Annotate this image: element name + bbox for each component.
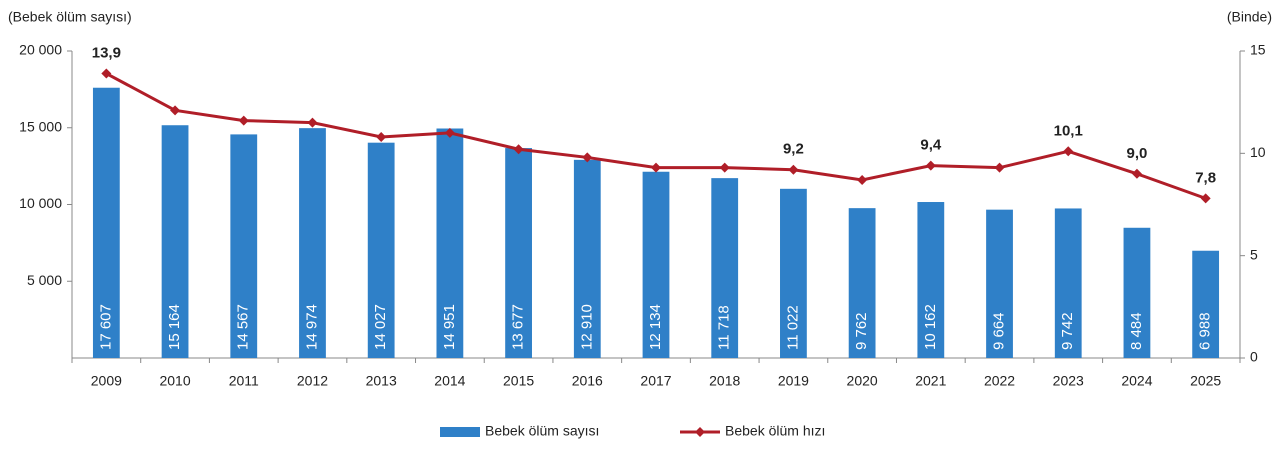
line-marker — [376, 131, 387, 142]
x-tick-label: 2009 — [91, 373, 122, 389]
bar-value-label: 9 762 — [853, 312, 870, 350]
y2-tick-label: 0 — [1250, 349, 1258, 365]
x-tick-label: 2012 — [297, 373, 328, 389]
x-tick-label: 2021 — [915, 373, 946, 389]
line-marker — [444, 127, 455, 138]
bar — [917, 202, 945, 358]
bar-value-label: 17 607 — [97, 304, 114, 350]
line-marker — [719, 162, 730, 173]
line-marker — [1063, 146, 1074, 157]
y-axis-title: (Bebek ölüm sayısı) — [8, 9, 132, 25]
bar — [230, 134, 258, 358]
line-marker — [101, 68, 112, 79]
x-tick-label: 2024 — [1121, 373, 1152, 389]
x-tick-label: 2023 — [1053, 373, 1084, 389]
bar-value-label: 14 567 — [235, 304, 252, 350]
bar — [161, 125, 189, 358]
y-tick-label: 20 000 — [19, 42, 62, 58]
bar-value-label: 11 022 — [784, 305, 801, 350]
legend-swatch-marker — [695, 427, 705, 437]
x-tick-label: 2013 — [366, 373, 397, 389]
line-value-label: 10,1 — [1054, 122, 1083, 139]
line-marker — [994, 162, 1005, 173]
bar-value-label: 12 134 — [647, 304, 664, 350]
x-tick-label: 2025 — [1190, 373, 1221, 389]
legend-label: Bebek ölüm hızı — [725, 423, 825, 439]
bar — [505, 148, 532, 358]
bar-value-label: 14 974 — [303, 304, 320, 350]
y-tick-label: 15 000 — [19, 118, 62, 134]
bar — [848, 208, 876, 358]
x-tick-label: 2010 — [159, 373, 190, 389]
bar-value-label: 11 718 — [716, 305, 733, 350]
y-tick-label: 10 000 — [19, 195, 62, 211]
line-marker — [788, 164, 799, 175]
bar-value-label: 9 664 — [990, 312, 1007, 350]
legend-label: Bebek ölüm sayısı — [485, 423, 599, 439]
line-marker — [925, 160, 936, 171]
bar-value-label: 8 484 — [1128, 312, 1145, 350]
bar-value-label: 14 027 — [372, 304, 389, 350]
line-marker — [582, 152, 593, 163]
bar — [1123, 227, 1151, 358]
line-marker — [857, 174, 868, 185]
line-value-label: 9,0 — [1127, 145, 1148, 162]
y2-tick-label: 10 — [1250, 144, 1266, 160]
x-tick-label: 2015 — [503, 373, 534, 389]
line-marker — [513, 144, 524, 155]
bar — [1054, 208, 1082, 358]
y2-tick-label: 15 — [1250, 42, 1266, 58]
x-tick-label: 2022 — [984, 373, 1015, 389]
bar-value-label: 15 164 — [166, 304, 183, 350]
bar-value-label: 9 742 — [1059, 312, 1076, 350]
x-tick-label: 2017 — [640, 373, 671, 389]
line-value-label: 9,2 — [783, 141, 804, 158]
bar — [367, 142, 395, 358]
line-marker — [1200, 193, 1211, 204]
bar — [573, 159, 601, 358]
bar — [642, 171, 670, 358]
bar-value-label: 13 677 — [510, 304, 527, 350]
bar-value-label: 12 910 — [578, 304, 595, 350]
bar-value-label: 14 951 — [441, 304, 458, 350]
x-tick-label: 2019 — [778, 373, 809, 389]
line-value-label: 13,9 — [92, 44, 121, 61]
line-marker — [307, 117, 318, 128]
line-marker — [170, 105, 181, 116]
bar — [299, 128, 326, 358]
bar — [780, 188, 807, 358]
x-tick-label: 2011 — [229, 373, 259, 389]
line-value-label: 7,8 — [1195, 169, 1216, 186]
line-marker — [238, 115, 249, 126]
y2-tick-label: 5 — [1250, 246, 1258, 262]
x-tick-label: 2018 — [709, 373, 740, 389]
x-tick-label: 2016 — [572, 373, 603, 389]
bar — [92, 87, 120, 359]
bar — [1192, 250, 1220, 358]
bar — [711, 178, 739, 358]
legend-swatch — [440, 427, 480, 437]
line-marker — [651, 162, 661, 173]
bar-value-label: 10 162 — [922, 304, 939, 350]
bar — [986, 209, 1013, 358]
line-marker — [1131, 168, 1142, 179]
y2-axis-title: (Binde) — [1227, 9, 1272, 25]
y-tick-label: 5 000 — [27, 272, 62, 288]
bar — [436, 128, 464, 358]
x-tick-label: 2020 — [847, 373, 878, 389]
bar-value-label: 6 988 — [1197, 312, 1214, 350]
line-value-label: 9,4 — [920, 137, 942, 154]
x-tick-label: 2014 — [434, 373, 465, 389]
